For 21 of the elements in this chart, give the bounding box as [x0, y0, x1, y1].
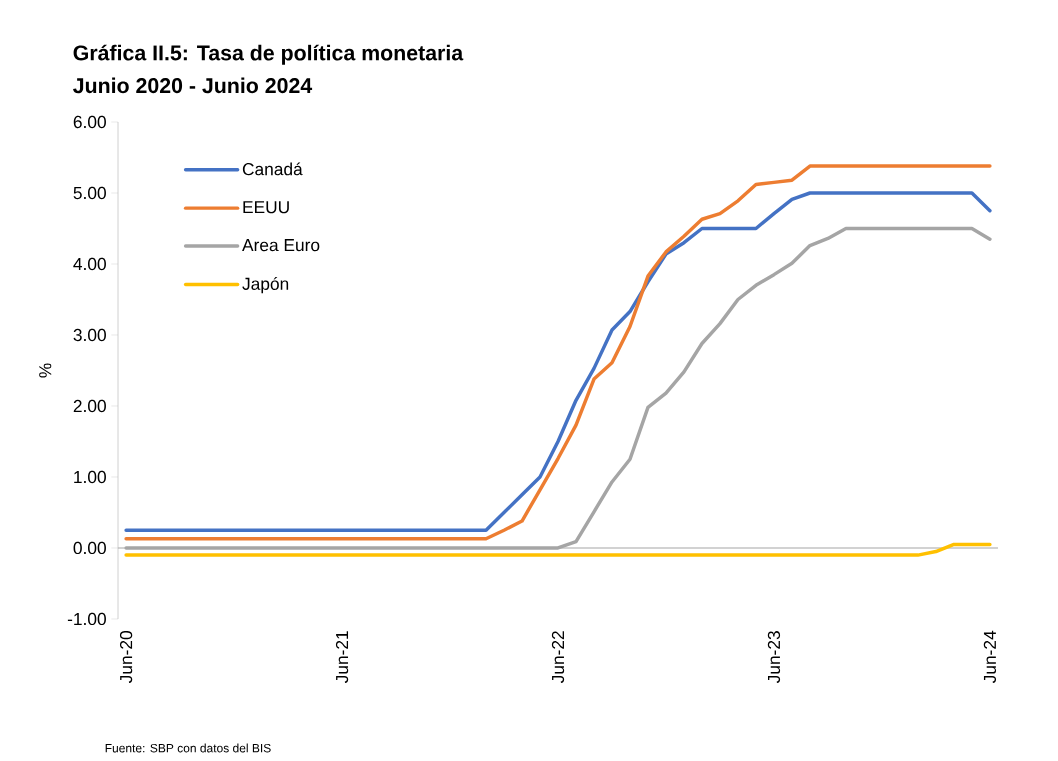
y-axis-title: %: [39, 363, 52, 378]
y-tick-label: 3.00: [73, 328, 106, 342]
x-tick-label: Jun-20: [119, 631, 133, 684]
y-tick-label: 0.00: [73, 541, 106, 555]
chart-title: Gráfica II.5: Tasa de política monetaria: [73, 44, 464, 65]
y-tick-label: 4.00: [73, 257, 106, 271]
x-tick-label: Jun-24: [983, 630, 997, 684]
chart-subtitle: Junio 2020 - Junio 2024: [73, 77, 313, 94]
source-note: Fuente: SBP con datos del BIS: [105, 743, 271, 753]
legend-label: Area Euro: [242, 239, 320, 252]
x-tick-label: Jun-21: [335, 631, 349, 684]
y-tick-label: 2.00: [73, 399, 106, 413]
x-tick-label: Jun-23: [767, 631, 781, 684]
y-tick-label: 1.00: [74, 470, 106, 484]
y-tick-label: -1.00: [67, 612, 106, 626]
y-tick-label: 5.00: [73, 186, 106, 200]
legend-label: Canadá: [242, 162, 303, 176]
legend-label: EEUU: [243, 201, 289, 214]
x-tick-label: Jun-22: [551, 631, 565, 684]
legend-label: Japón: [242, 277, 289, 294]
y-tick-label: 6.00: [73, 115, 106, 129]
